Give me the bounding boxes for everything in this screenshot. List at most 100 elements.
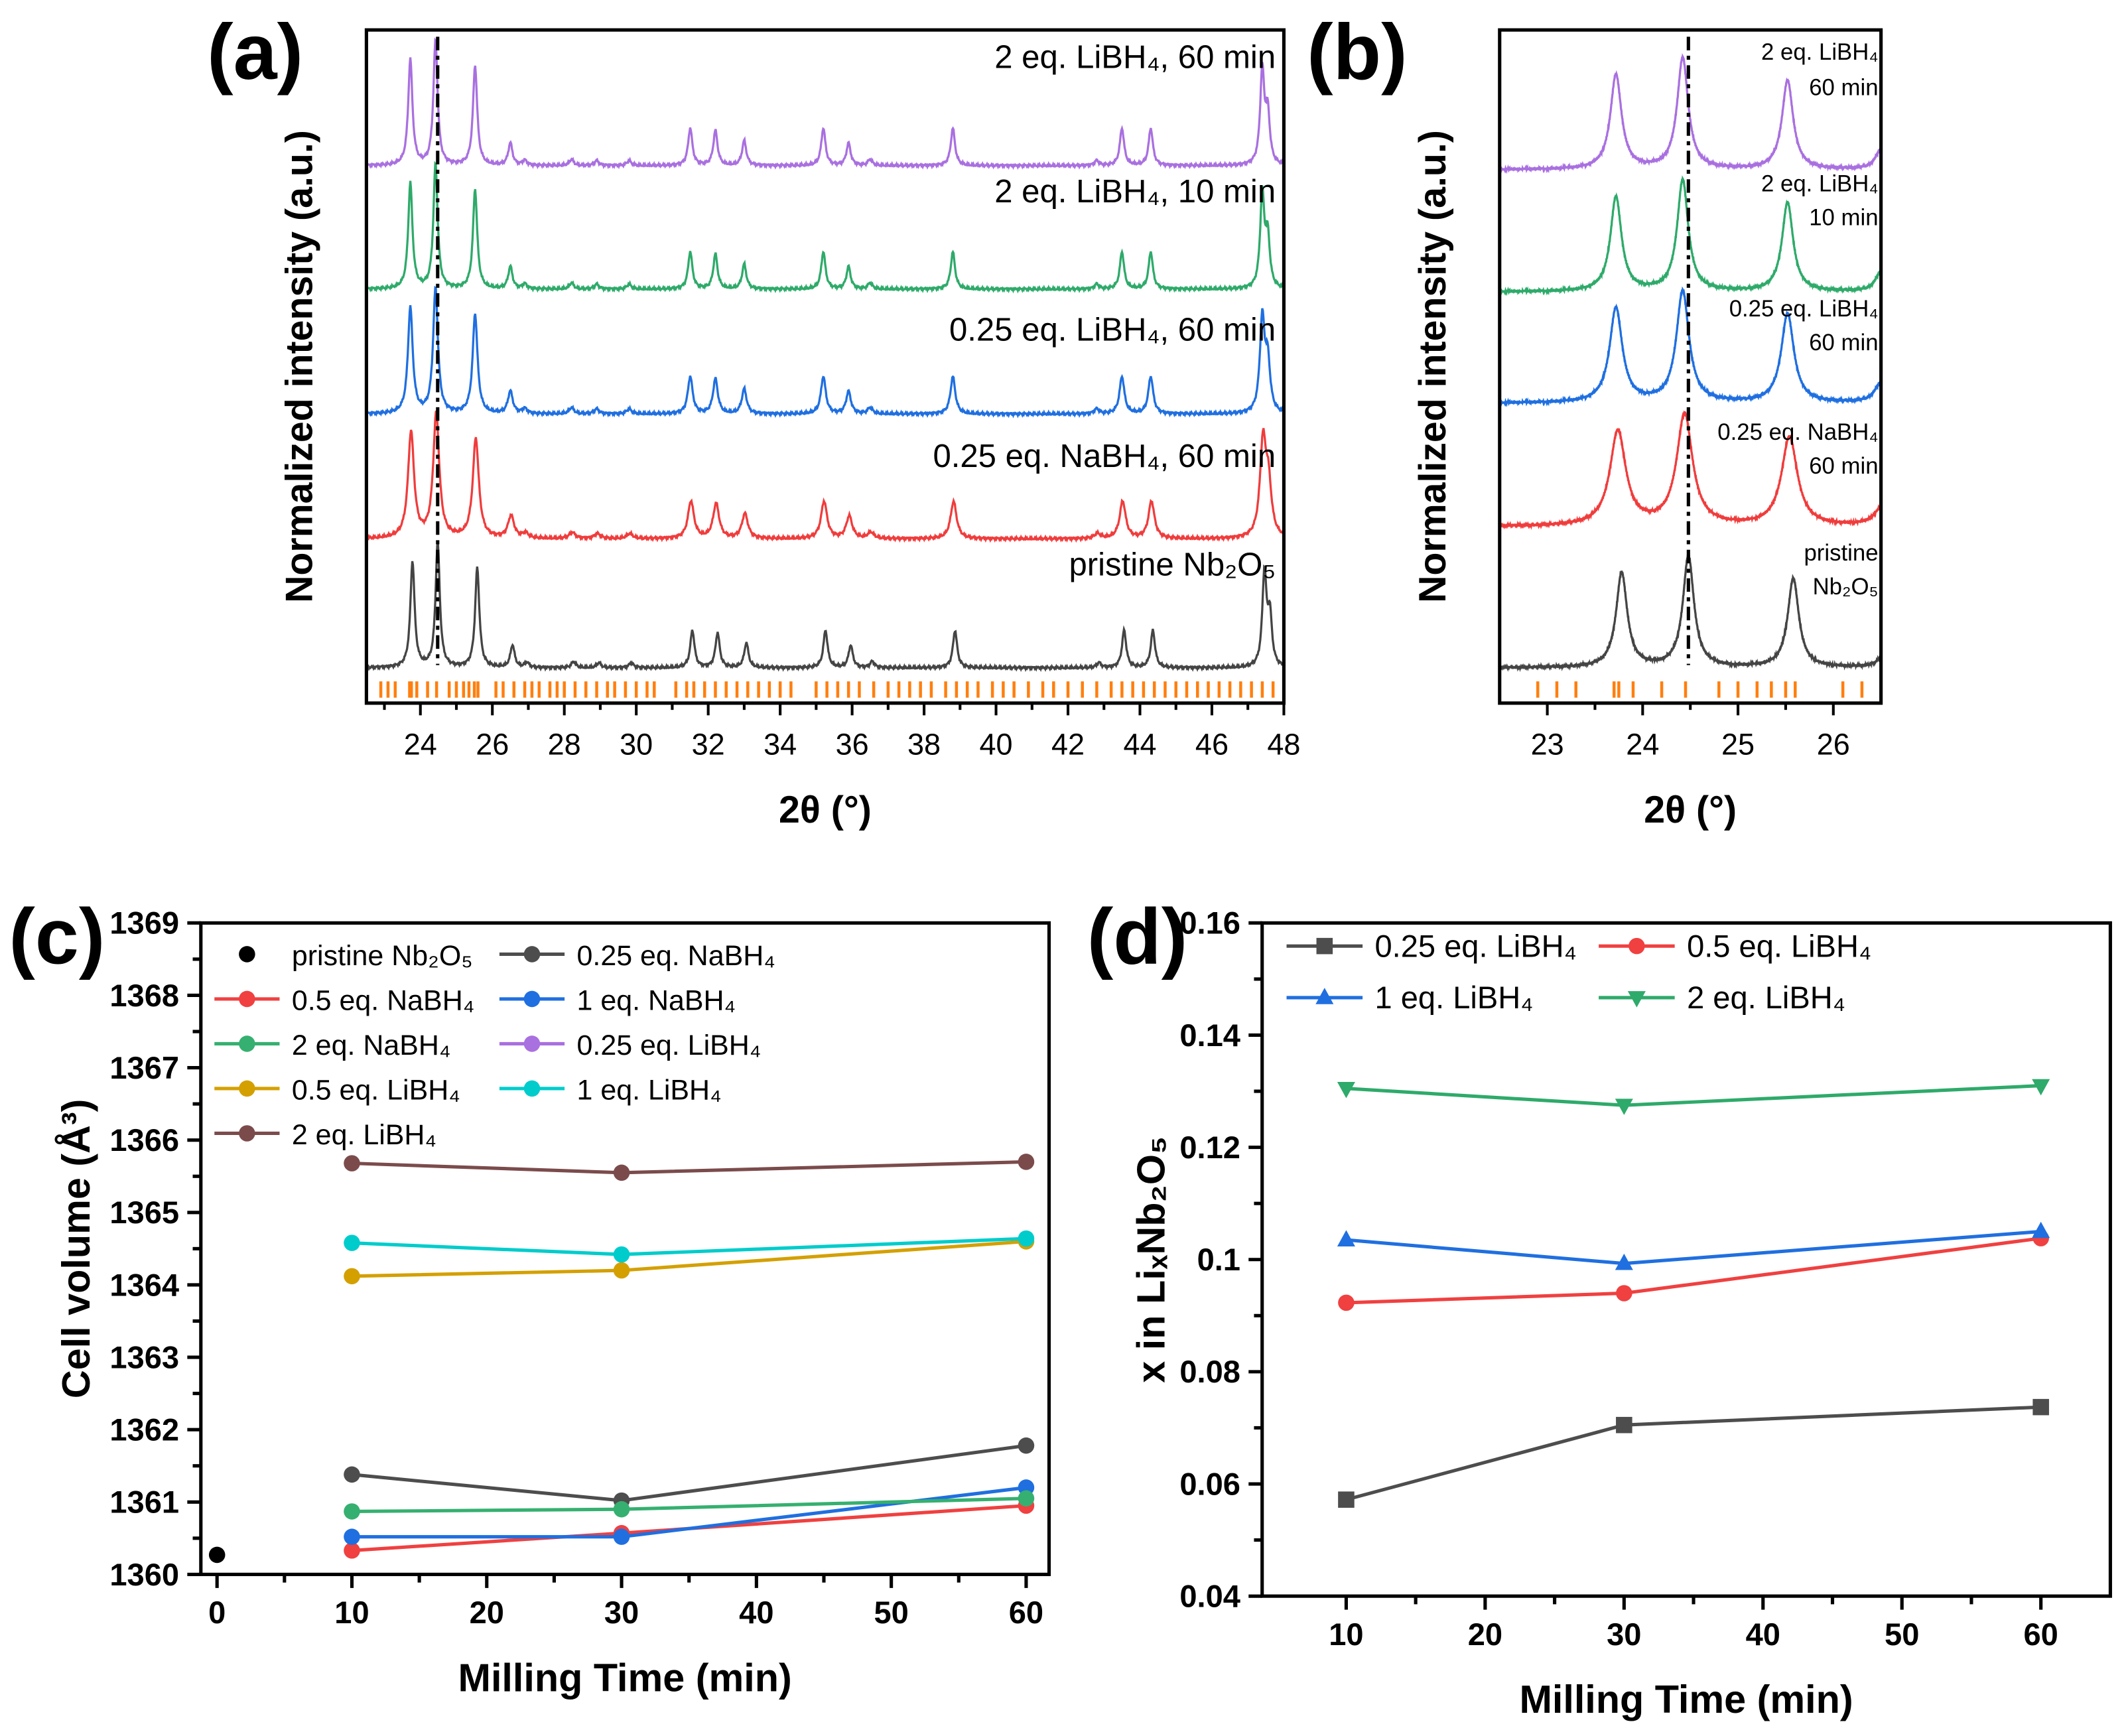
x-tick-label: 10 — [1329, 1617, 1363, 1652]
x-tick-label: 50 — [874, 1595, 908, 1630]
panel-label: (c) — [9, 894, 105, 981]
series-line — [352, 1497, 1027, 1514]
triangle-down-marker — [1337, 1082, 1355, 1099]
series-line — [1345, 1405, 2041, 1502]
xrd-pattern-line — [366, 541, 1284, 673]
y-tick-label: 1368 — [109, 978, 179, 1013]
legend-label: 0.25 eq. LiBH₄ — [1375, 929, 1577, 964]
y-tick-label: 1364 — [109, 1267, 179, 1302]
circle-marker — [1018, 1437, 1035, 1454]
x-tick-label: 44 — [1123, 728, 1156, 762]
y-tick-label: 1360 — [109, 1557, 179, 1592]
xrd-pattern-line — [1498, 410, 1883, 530]
legend-item: 2 eq. NaBH₄ — [214, 1030, 450, 1061]
circle-marker — [613, 1262, 630, 1279]
legend-item: 1 eq. NaBH₄ — [499, 984, 736, 1016]
panel-label: (b) — [1307, 9, 1408, 96]
legend-item: pristine Nb₂O₅ — [239, 940, 473, 972]
series-line — [1346, 1229, 2041, 1266]
square-marker — [1338, 1491, 1355, 1508]
legend-label: 0.5 eq. NaBH₄ — [292, 984, 474, 1016]
legend-label: 0.25 eq. NaBH₄ — [577, 940, 775, 972]
series-line — [352, 1236, 1027, 1256]
circle-marker — [1338, 1294, 1355, 1311]
circle-marker — [613, 1528, 630, 1545]
x-tick-label: 26 — [476, 728, 509, 762]
x-tick-label: 0 — [208, 1595, 226, 1630]
circle-marker — [344, 1503, 360, 1520]
y-axis-label: Normalized intensity (a.u.) — [1412, 130, 1454, 603]
circle-marker — [208, 1546, 226, 1564]
x-tick-label: 42 — [1051, 728, 1085, 762]
triangle-up-marker — [1337, 1230, 1355, 1246]
series-line — [352, 1160, 1027, 1175]
circle-marker — [344, 1268, 360, 1285]
pattern-label: 2 eq. LiBH₄, 10 min — [994, 174, 1276, 210]
y-axis-label: x in LiₓNb₂O₅ — [1128, 1136, 1173, 1383]
x-tick-label: 34 — [764, 728, 797, 762]
circle-marker — [344, 1542, 360, 1559]
circle-marker — [1616, 1285, 1632, 1302]
circle-marker — [523, 1080, 541, 1097]
circle-marker — [1018, 1490, 1035, 1507]
x-tick-label: 36 — [836, 728, 869, 762]
legend-item: 1 eq. LiBH₄ — [499, 1074, 722, 1106]
triangle-down-marker — [1615, 1099, 1633, 1115]
circle-marker — [344, 1466, 360, 1483]
legend-label: 1 eq. NaBH₄ — [577, 984, 736, 1016]
pattern-label: 0.25 eq. LiBH₄, 60 min — [949, 312, 1276, 348]
x-tick-label: 26 — [1817, 728, 1850, 762]
legend-label: 1 eq. LiBH₄ — [1375, 980, 1534, 1015]
circle-marker — [239, 1125, 255, 1142]
square-marker — [1616, 1416, 1632, 1434]
legend-item: 0.5 eq. NaBH₄ — [214, 984, 474, 1016]
pattern-label: pristine Nb₂O₅ — [1069, 547, 1276, 583]
circle-marker — [523, 990, 541, 1008]
square-marker — [1316, 937, 1333, 955]
x-tick-label: 40 — [980, 728, 1013, 762]
x-tick-label: 30 — [1607, 1617, 1641, 1652]
xrd-panel-1: 23 24 25 26 2θ (°) Normalized intensity (a.u.… — [1412, 28, 1883, 831]
legend-label: 2 eq. LiBH₄ — [292, 1119, 436, 1151]
circle-marker — [239, 990, 255, 1008]
circle-marker — [239, 946, 255, 963]
triangle-up-marker — [1315, 988, 1334, 1004]
x-tick-label: 10 — [334, 1595, 369, 1630]
pattern-label: 60 min — [1809, 75, 1878, 100]
x-tick-label: 25 — [1721, 728, 1755, 762]
pattern-label: 0.25 eq. NaBH₄, 60 min — [933, 438, 1276, 474]
x-tick-label: 20 — [1468, 1617, 1502, 1652]
x-axis-label: 2θ (°) — [779, 789, 872, 831]
triangle-down-marker — [2032, 1079, 2050, 1096]
circle-marker — [613, 1164, 630, 1181]
x-tick-label: 30 — [620, 728, 653, 762]
x-axis-label: Milling Time (min) — [1519, 1677, 1853, 1721]
x-tick-label: 60 — [1009, 1595, 1043, 1630]
legend-item: 0.25 eq. NaBH₄ — [499, 940, 775, 972]
x-tick-label: 46 — [1195, 728, 1229, 762]
x-tick-label: 30 — [604, 1595, 639, 1630]
triangle-up-marker — [2032, 1221, 2050, 1238]
x-tick-label: 20 — [470, 1595, 504, 1630]
line-panel-3: 10 20 30 40 50 60 0.04 0.06 0.08 0.1 0.12 0.14 0.16 M… — [1128, 905, 2112, 1721]
pattern-label: 10 min — [1809, 206, 1878, 231]
y-tick-label: 1365 — [109, 1195, 179, 1230]
pattern-label: 2 eq. LiBH₄ — [1761, 172, 1879, 197]
legend-item: 0.5 eq. LiBH₄ — [214, 1074, 460, 1106]
circle-marker — [613, 1501, 630, 1518]
pattern-label: 60 min — [1809, 330, 1878, 356]
x-tick-label: 48 — [1267, 728, 1300, 762]
x-axis-label: 2θ (°) — [1644, 789, 1737, 831]
plot-frame — [364, 28, 1286, 705]
pattern-label: pristine — [1804, 541, 1878, 566]
xrd-pattern-line — [1498, 53, 1883, 174]
y-tick-label: 0.12 — [1179, 1130, 1240, 1165]
circle-marker — [344, 1528, 360, 1545]
x-tick-label: 24 — [1626, 728, 1659, 762]
y-tick-label: 0.16 — [1179, 905, 1240, 941]
pattern-label: 0.25 eq. NaBH₄ — [1717, 420, 1878, 445]
pattern-label: 2 eq. LiBH₄ — [1761, 40, 1879, 65]
legend-label: 0.5 eq. LiBH₄ — [1687, 929, 1871, 964]
xrd-pattern-line — [366, 409, 1284, 543]
plot-frame — [1498, 28, 1883, 705]
